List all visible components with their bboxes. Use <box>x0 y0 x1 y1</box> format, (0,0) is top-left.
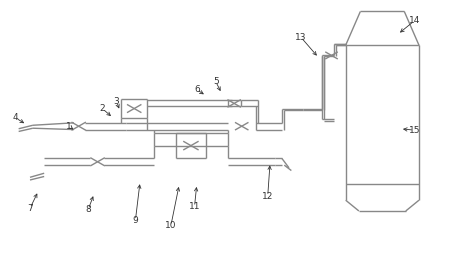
Text: 12: 12 <box>262 192 273 201</box>
Text: 14: 14 <box>409 17 420 25</box>
Text: 1: 1 <box>66 122 72 131</box>
Text: 9: 9 <box>133 216 138 225</box>
Text: 8: 8 <box>85 205 91 214</box>
Text: 2: 2 <box>100 104 105 113</box>
Text: 6: 6 <box>194 85 200 94</box>
Text: 13: 13 <box>295 33 307 41</box>
Text: 5: 5 <box>213 77 219 86</box>
Text: 4: 4 <box>13 114 18 122</box>
Text: 11: 11 <box>189 202 200 211</box>
Text: 10: 10 <box>165 221 177 230</box>
Text: 7: 7 <box>27 204 33 213</box>
Text: 3: 3 <box>114 97 119 106</box>
Text: 15: 15 <box>409 125 420 135</box>
